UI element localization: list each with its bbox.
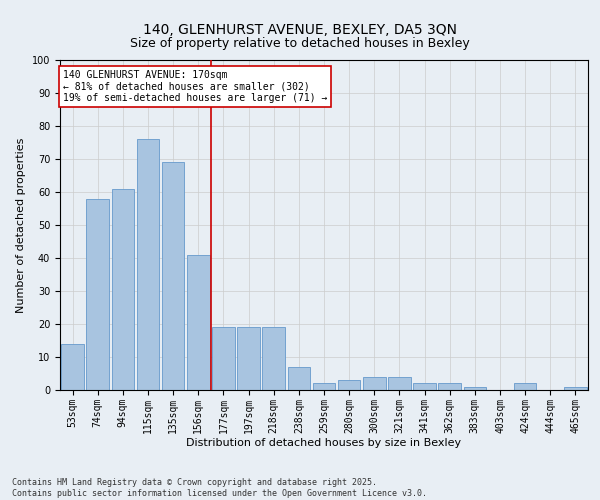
Bar [86, 198, 109, 390]
Text: Contains HM Land Registry data © Crown copyright and database right 2025.
Contai: Contains HM Land Registry data © Crown c… [12, 478, 427, 498]
Y-axis label: Number of detached properties: Number of detached properties [16, 138, 26, 312]
Bar [287, 367, 310, 390]
Bar [162, 162, 184, 390]
Text: 140 GLENHURST AVENUE: 170sqm
← 81% of detached houses are smaller (302)
19% of s: 140 GLENHURST AVENUE: 170sqm ← 81% of de… [62, 70, 327, 103]
Text: Size of property relative to detached houses in Bexley: Size of property relative to detached ho… [130, 38, 470, 51]
Bar [439, 384, 461, 390]
Bar [237, 328, 260, 390]
Bar [564, 386, 587, 390]
Bar [137, 139, 160, 390]
Bar [61, 344, 84, 390]
Bar [514, 384, 536, 390]
Bar [187, 254, 209, 390]
Bar [112, 188, 134, 390]
Bar [363, 377, 386, 390]
Bar [212, 328, 235, 390]
Bar [338, 380, 361, 390]
Bar [413, 384, 436, 390]
Bar [313, 384, 335, 390]
Bar [388, 377, 411, 390]
Bar [464, 386, 486, 390]
X-axis label: Distribution of detached houses by size in Bexley: Distribution of detached houses by size … [187, 438, 461, 448]
Text: 140, GLENHURST AVENUE, BEXLEY, DA5 3QN: 140, GLENHURST AVENUE, BEXLEY, DA5 3QN [143, 22, 457, 36]
Bar [262, 328, 285, 390]
